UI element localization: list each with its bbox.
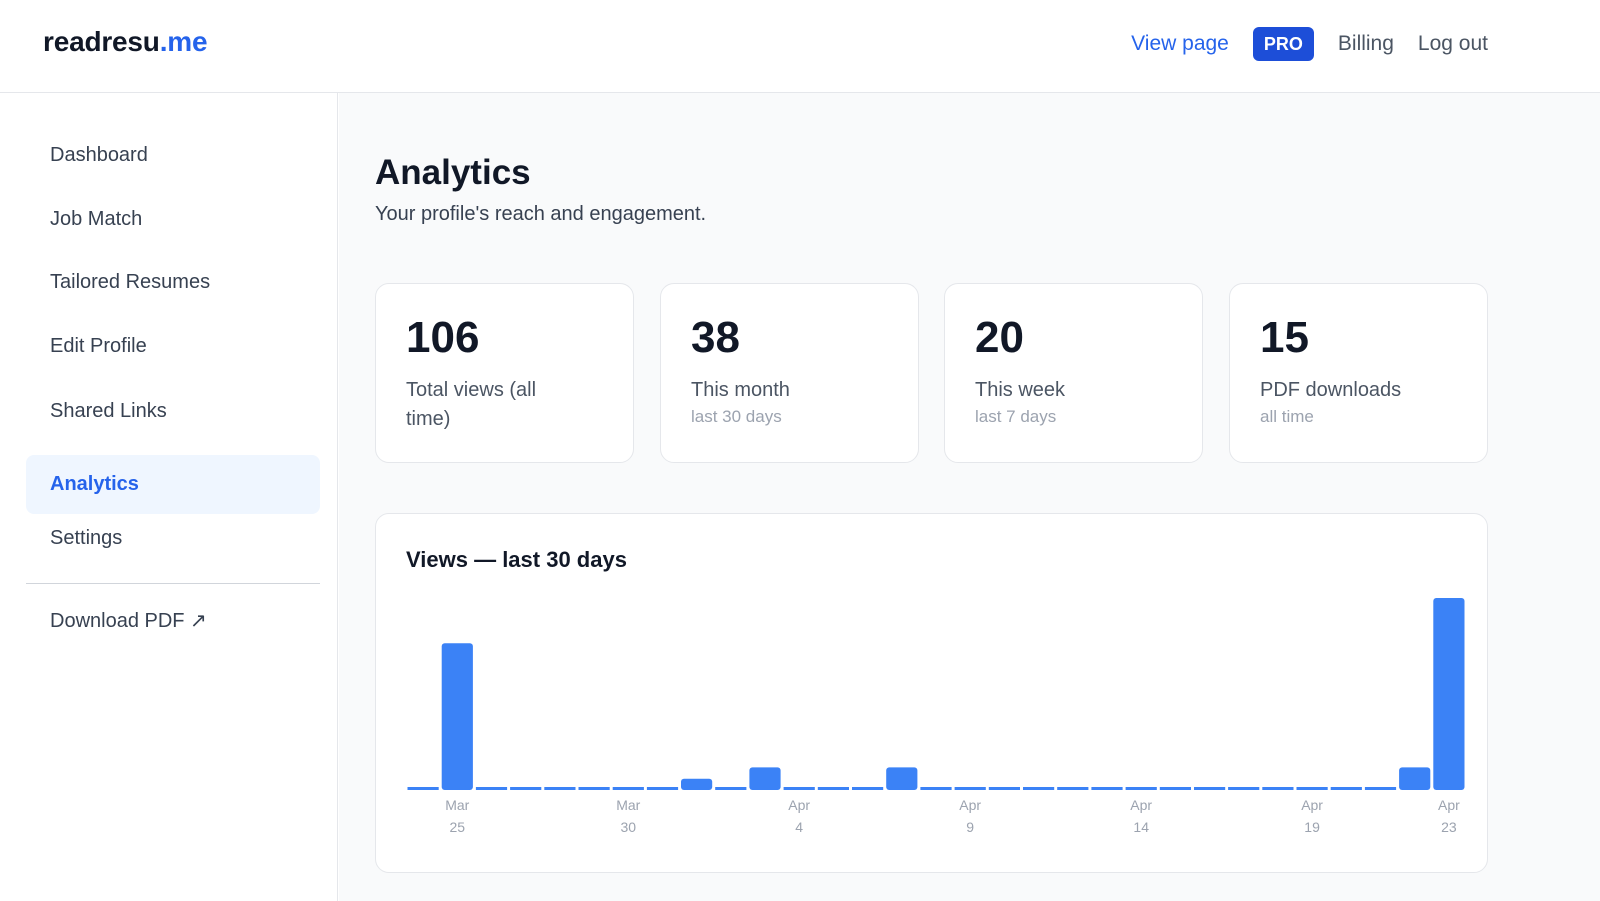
chart-bar [1399, 767, 1431, 790]
logo-text: readresu [43, 26, 160, 57]
stat-sublabel: last 7 days [975, 407, 1057, 426]
stat-card-this-month: 38 This month last 30 days [660, 283, 919, 463]
chart-bar [1194, 787, 1226, 790]
sidebar-item-job-match[interactable]: Job Match [50, 208, 143, 230]
logo-accent-text: .me [159, 26, 208, 57]
chart-bar [1364, 787, 1397, 790]
chart-bar [578, 787, 610, 790]
header-nav: View page PRO Billing Log out [1131, 24, 1488, 64]
page-title: Analytics [375, 153, 531, 192]
view-page-link[interactable]: View page [1131, 32, 1229, 55]
stat-label: This week [975, 379, 1066, 401]
chart-bar [1023, 787, 1055, 790]
chart-bar [1262, 787, 1294, 790]
chart-bar [1057, 787, 1089, 790]
stat-card-this-week: 20 This week last 7 days [944, 283, 1203, 463]
stat-value: 20 [975, 313, 1024, 362]
x-tick-label: 30 [621, 819, 637, 835]
stat-label: Total views (all time) [406, 379, 537, 430]
main-content: Analytics Your profile's reach and engag… [339, 93, 1600, 901]
stat-sublabel: all time [1260, 407, 1314, 426]
x-tick-label: 4 [795, 819, 803, 835]
chart-bar [715, 787, 747, 790]
x-tick-label: Apr [788, 797, 810, 813]
x-tick-label: Mar [616, 797, 640, 813]
chart-bar [988, 787, 1020, 790]
sidebar-item-edit-profile[interactable]: Edit Profile [50, 335, 147, 357]
chart-bar [783, 787, 815, 790]
views-chart-card: Views — last 30 days Mar 25 Mar 30 Apr 4 Apr 9 A… [375, 513, 1488, 873]
chart-bar [1125, 787, 1157, 790]
x-tick-label: Apr [1301, 797, 1323, 813]
top-header: readresu.me View page PRO Billing Log ou… [0, 0, 1600, 93]
sidebar-item-analytics[interactable]: Analytics [26, 455, 320, 514]
chart-bar [886, 767, 918, 790]
x-tick-label: Mar [445, 797, 469, 813]
chart-bar [1296, 787, 1328, 790]
chart-bar [681, 778, 713, 790]
x-tick-label: 19 [1304, 819, 1320, 835]
stat-value: 106 [406, 313, 480, 362]
sidebar-item-dashboard[interactable]: Dashboard [50, 144, 148, 166]
sidebar-item-shared-links[interactable]: Shared Links [50, 400, 167, 422]
sidebar-item-tailored-resumes[interactable]: Tailored Resumes [50, 271, 211, 293]
chart-bar [475, 787, 508, 790]
stat-label: PDF downloads [1260, 379, 1402, 401]
chart-bar [1091, 787, 1123, 790]
chart-bar [407, 787, 439, 790]
x-tick-label: 25 [450, 819, 466, 835]
chart-bar [817, 787, 849, 790]
chart-title: Views — last 30 days [406, 547, 627, 572]
app-logo[interactable]: readresu.me [43, 26, 208, 58]
chart-bar [1228, 787, 1260, 790]
page-subtitle: Your profile's reach and engagement. [375, 203, 707, 225]
chart-bar [852, 787, 884, 790]
billing-link[interactable]: Billing [1337, 32, 1394, 55]
chart-bar [1330, 787, 1362, 790]
x-tick-label: Apr [1438, 797, 1460, 813]
chart-bar [544, 787, 576, 790]
download-pdf-link[interactable]: Download PDF ↗ [50, 610, 207, 632]
chart-bar [920, 787, 952, 790]
views-bar-chart: Mar 25 Mar 30 Apr 4 Apr 9 Apr 14 Apr 19 Apr 23 [407, 598, 1465, 835]
chart-bar [1159, 787, 1191, 790]
sidebar: Dashboard Job Match Tailored Resumes Edi… [0, 93, 338, 901]
chart-bar [749, 767, 781, 790]
sidebar-divider [26, 583, 320, 584]
pro-badge: PRO [1252, 27, 1314, 61]
logout-link[interactable]: Log out [1417, 32, 1488, 55]
x-tick-label: Apr [959, 797, 981, 813]
chart-bar [646, 787, 679, 790]
chart-bar [612, 787, 644, 790]
x-tick-label: 23 [1441, 819, 1457, 835]
chart-bar [1433, 598, 1465, 790]
stat-sublabel: last 30 days [691, 407, 782, 426]
x-tick-label: Apr [1130, 797, 1152, 813]
sidebar-item-settings[interactable]: Settings [50, 527, 123, 549]
stat-card-pdf-downloads: 15 PDF downloads all time [1229, 283, 1488, 463]
x-tick-label: 9 [966, 819, 974, 835]
stat-card-total-views: 106 Total views (all time) [375, 283, 634, 463]
chart-bar [510, 787, 542, 790]
stat-value: 15 [1260, 313, 1309, 362]
stat-value: 38 [691, 313, 740, 362]
stat-label: This month [691, 379, 790, 401]
chart-bar [954, 787, 986, 790]
x-tick-label: 14 [1133, 819, 1149, 835]
chart-bar [441, 643, 473, 790]
